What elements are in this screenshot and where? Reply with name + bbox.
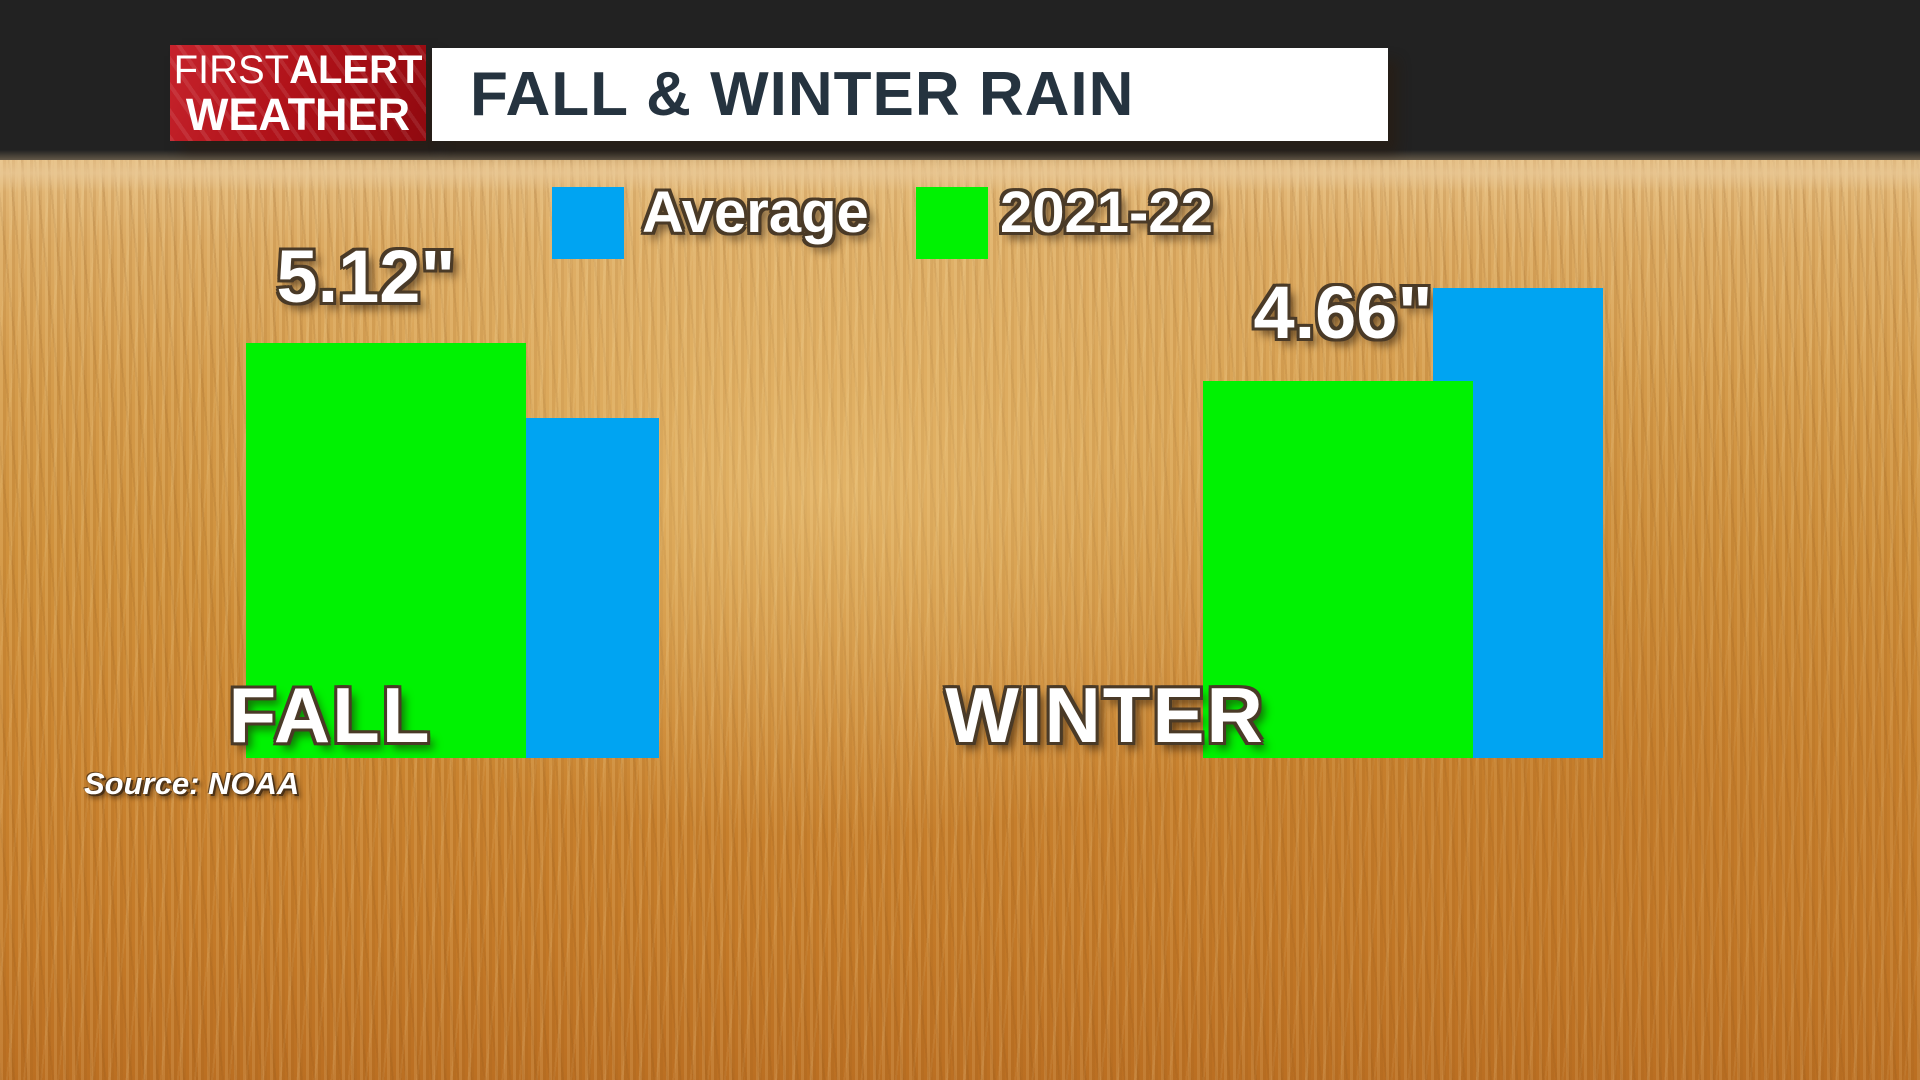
legend-swatch-2021-22 (916, 187, 988, 259)
source-attribution: Source: NOAA (84, 766, 300, 801)
fall-category-label: FALL (228, 671, 432, 759)
logo-first-text: FIRST (173, 47, 290, 92)
first-alert-weather-logo: FIRSTALERT WEATHER (170, 45, 426, 141)
winter-value-label: 4.66" (1253, 271, 1433, 354)
logo-alert-text: ALERT (289, 47, 423, 92)
page-title: FALL & WINTER RAIN (470, 60, 1135, 129)
legend-label-2021-22: 2021-22 (1000, 180, 1213, 245)
fall-value-label: 5.12" (276, 235, 456, 318)
legend-label-average: Average (642, 180, 869, 245)
winter-2021-22-bar (1203, 381, 1473, 758)
fall-2021-22-bar (246, 343, 526, 758)
horizon-haze (0, 150, 1920, 192)
legend-swatch-average (552, 187, 624, 259)
winter-category-label: WINTER (945, 671, 1265, 759)
title-bar: FALL & WINTER RAIN (432, 48, 1388, 141)
logo-weather-text: WEATHER (185, 88, 411, 140)
logo-line1: FIRSTALERT (174, 50, 423, 90)
